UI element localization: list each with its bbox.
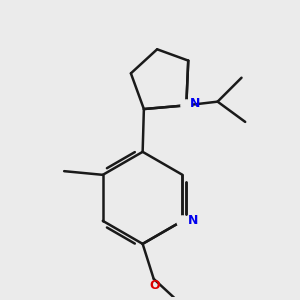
Text: N: N (190, 97, 201, 110)
Text: O: O (149, 279, 160, 292)
Text: N: N (188, 214, 198, 227)
